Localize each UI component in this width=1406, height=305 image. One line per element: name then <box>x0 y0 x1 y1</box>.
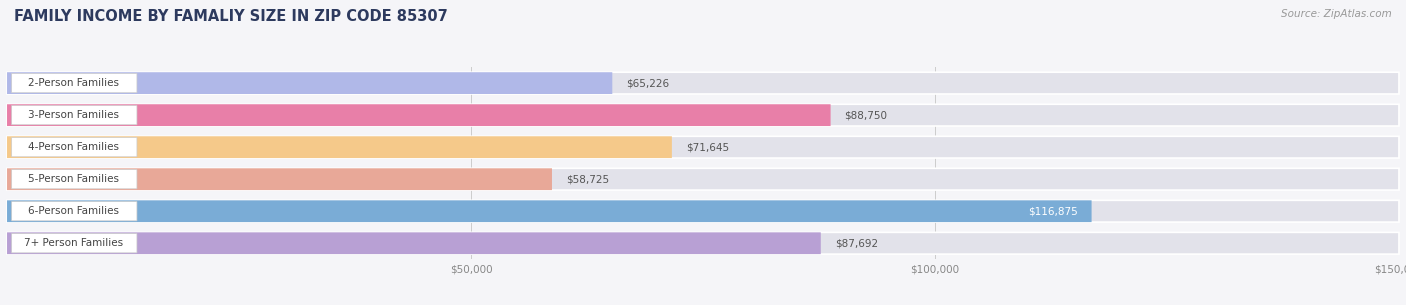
FancyBboxPatch shape <box>7 200 1091 222</box>
FancyBboxPatch shape <box>7 232 1399 254</box>
FancyBboxPatch shape <box>7 104 831 126</box>
FancyBboxPatch shape <box>7 72 612 94</box>
FancyBboxPatch shape <box>7 168 1399 190</box>
FancyBboxPatch shape <box>7 232 821 254</box>
Text: $87,692: $87,692 <box>835 238 877 248</box>
FancyBboxPatch shape <box>7 168 553 190</box>
FancyBboxPatch shape <box>11 106 136 125</box>
FancyBboxPatch shape <box>11 74 136 93</box>
Text: 3-Person Families: 3-Person Families <box>28 110 120 120</box>
Text: 4-Person Families: 4-Person Families <box>28 142 120 152</box>
Text: 7+ Person Families: 7+ Person Families <box>24 238 124 248</box>
Text: 2-Person Families: 2-Person Families <box>28 78 120 88</box>
FancyBboxPatch shape <box>7 136 1399 158</box>
Text: $71,645: $71,645 <box>686 142 728 152</box>
FancyBboxPatch shape <box>7 136 672 158</box>
FancyBboxPatch shape <box>7 104 1399 126</box>
Text: $88,750: $88,750 <box>845 110 887 120</box>
FancyBboxPatch shape <box>11 202 136 221</box>
Text: $58,725: $58,725 <box>565 174 609 184</box>
Text: $65,226: $65,226 <box>626 78 669 88</box>
Text: $116,875: $116,875 <box>1028 206 1077 216</box>
Text: 5-Person Families: 5-Person Families <box>28 174 120 184</box>
FancyBboxPatch shape <box>11 170 136 189</box>
Text: FAMILY INCOME BY FAMALIY SIZE IN ZIP CODE 85307: FAMILY INCOME BY FAMALIY SIZE IN ZIP COD… <box>14 9 447 24</box>
FancyBboxPatch shape <box>11 234 136 253</box>
Text: Source: ZipAtlas.com: Source: ZipAtlas.com <box>1281 9 1392 19</box>
Text: 6-Person Families: 6-Person Families <box>28 206 120 216</box>
FancyBboxPatch shape <box>11 138 136 157</box>
FancyBboxPatch shape <box>7 200 1399 222</box>
FancyBboxPatch shape <box>7 72 1399 94</box>
